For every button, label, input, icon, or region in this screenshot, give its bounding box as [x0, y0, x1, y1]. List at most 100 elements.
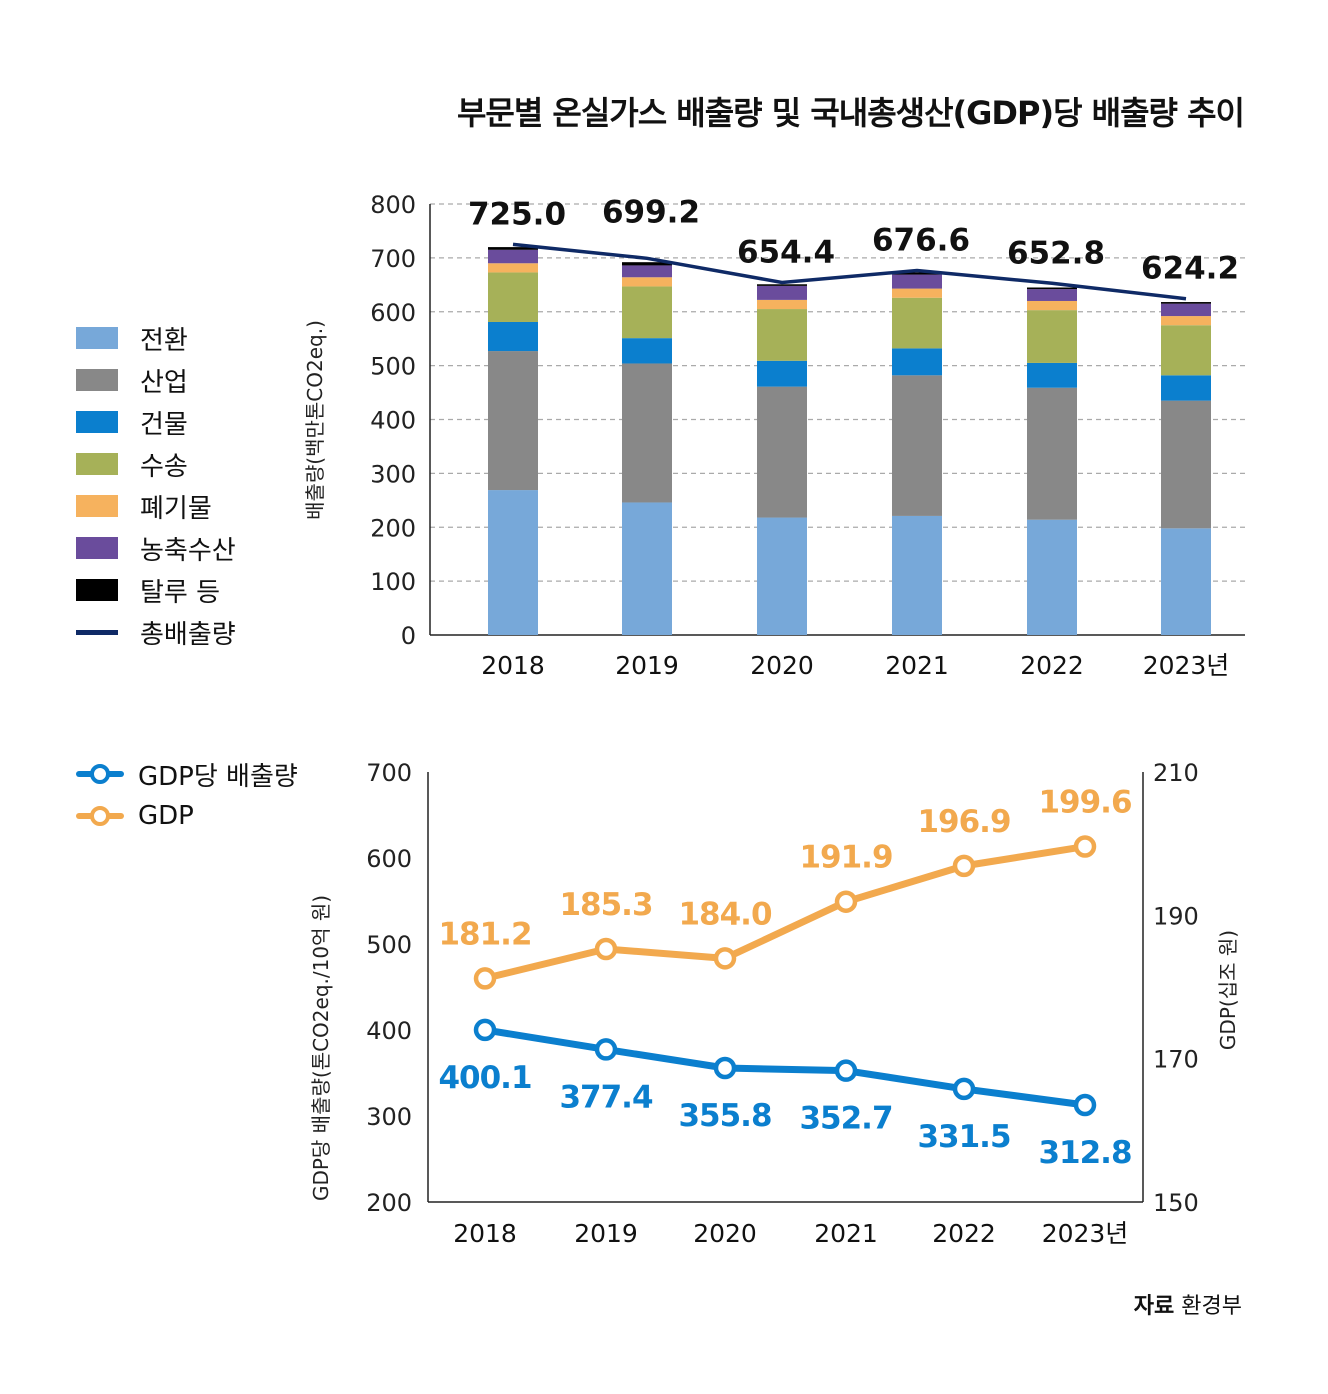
legend-label: 탈루 등 — [140, 577, 221, 608]
legend-item: 전환 — [76, 317, 236, 359]
right-axis-label: GDP(십조 원) — [1216, 930, 1240, 1050]
right-tick-label: 190 — [1153, 902, 1199, 930]
legend-label: 수송 — [140, 451, 188, 482]
data-label: 184.0 — [678, 896, 771, 932]
data-label: 181.2 — [438, 916, 531, 952]
data-point — [834, 1059, 858, 1082]
data-label: 312.8 — [1038, 1135, 1131, 1171]
bar-segment — [488, 321, 538, 352]
data-point — [952, 1077, 976, 1101]
bar-segment — [1027, 289, 1077, 301]
data-point — [713, 947, 737, 970]
legend-label: 농축수산 — [140, 535, 236, 566]
legend-item: 폐기물 — [76, 485, 236, 527]
left-tick-label: 300 — [366, 1103, 412, 1131]
data-point — [713, 1056, 737, 1080]
legend-item: GDP당 배출량 — [76, 753, 298, 795]
bar-segment — [488, 263, 538, 273]
data-label-total: 676.6 — [872, 222, 970, 258]
left-tick-label: 400 — [366, 1017, 412, 1045]
data-point — [473, 1018, 497, 1042]
data-label: 191.9 — [799, 840, 892, 876]
legend-marker-blue — [76, 764, 124, 784]
x-tick-label: 2019 — [574, 1219, 638, 1248]
bar-segment — [1027, 310, 1077, 363]
bar-segment — [622, 262, 672, 266]
y-tick-label: 200 — [370, 514, 416, 542]
legend-swatch — [76, 411, 118, 433]
legend-sectors: 전환 산업 건물 수송 폐기물 농축수산 탈루 등 총배출량 — [76, 317, 236, 653]
x-tick-label: 2021 — [885, 651, 949, 680]
legend-item: 건물 — [76, 401, 236, 443]
gdp-line — [484, 843, 1086, 982]
bar-segment — [488, 351, 538, 491]
bar-segment — [892, 272, 942, 275]
bar-segment — [757, 360, 807, 387]
bar-segment — [892, 297, 942, 349]
legend-item: GDP — [76, 795, 298, 837]
legend-swatch — [76, 369, 118, 391]
y-tick-label: 100 — [370, 568, 416, 596]
data-label-total: 654.4 — [737, 234, 835, 270]
legend-label: 건물 — [140, 409, 188, 440]
source-note: 자료 환경부 — [1134, 1288, 1242, 1320]
bar-segment — [892, 515, 942, 635]
data-point — [834, 890, 858, 913]
data-label-total: 699.2 — [602, 194, 700, 230]
bar-segment — [622, 286, 672, 339]
bar-segment — [757, 284, 807, 286]
bar-segment — [488, 249, 538, 264]
y-tick-label: 500 — [370, 353, 416, 381]
bar-segment — [488, 490, 538, 635]
bar-segment — [1027, 287, 1077, 290]
legend-swatch — [76, 495, 118, 517]
bar-segment — [1027, 362, 1077, 388]
legend-label: 전환 — [140, 325, 188, 356]
bar-segment — [757, 517, 807, 635]
data-label: 331.5 — [917, 1119, 1010, 1155]
legend-marker-orange — [76, 806, 124, 826]
legend-swatch — [76, 537, 118, 559]
y-tick-label: 700 — [370, 245, 416, 273]
y-axis-label: 배출량(백만톤CO2eq.) — [303, 320, 327, 520]
legend-item: 산업 — [76, 359, 236, 401]
bar-segment — [1161, 400, 1211, 529]
data-label: 352.7 — [799, 1101, 892, 1137]
legend-gdp: GDP당 배출량 GDP — [76, 753, 298, 837]
x-tick-label: 2023년 — [1143, 651, 1230, 680]
data-label-total: 652.8 — [1007, 235, 1105, 271]
legend-swatch — [76, 453, 118, 475]
legend-item: 탈루 등 — [76, 569, 236, 611]
data-label: 400.1 — [438, 1060, 531, 1096]
gdp-intensity-line — [484, 1026, 1086, 1109]
data-point — [473, 967, 497, 990]
legend-line-swatch — [76, 629, 118, 635]
y-tick-label: 400 — [370, 407, 416, 435]
left-tick-label: 500 — [366, 931, 412, 959]
y-tick-label: 0 — [401, 622, 416, 650]
data-label: 377.4 — [559, 1079, 652, 1115]
bar-segment — [1027, 300, 1077, 311]
data-label-total: 725.0 — [468, 196, 566, 232]
x-tick-label: 2019 — [615, 651, 679, 680]
x-tick-label: 2018 — [453, 1219, 517, 1248]
bar-segment — [757, 299, 807, 310]
data-point — [1073, 835, 1097, 858]
bar-segment — [622, 502, 672, 635]
chart-title: 부문별 온실가스 배출량 및 국내총생산(GDP)당 배출량 추이 — [456, 94, 1245, 132]
legend-label: GDP — [138, 801, 194, 831]
bar-segment — [892, 348, 942, 376]
x-tick-label: 2022 — [1020, 651, 1084, 680]
data-label: 196.9 — [917, 804, 1010, 840]
bar-segment — [622, 338, 672, 364]
right-tick-label: 150 — [1153, 1189, 1199, 1217]
bar-segment — [892, 288, 942, 298]
bar-segment — [1161, 528, 1211, 635]
right-tick-label: 210 — [1153, 759, 1199, 787]
bar-segment — [622, 363, 672, 503]
legend-swatch — [76, 327, 118, 349]
bar-segment — [622, 265, 672, 278]
legend-swatch — [76, 579, 118, 601]
left-tick-label: 700 — [366, 759, 412, 787]
x-tick-label: 2018 — [481, 651, 545, 680]
